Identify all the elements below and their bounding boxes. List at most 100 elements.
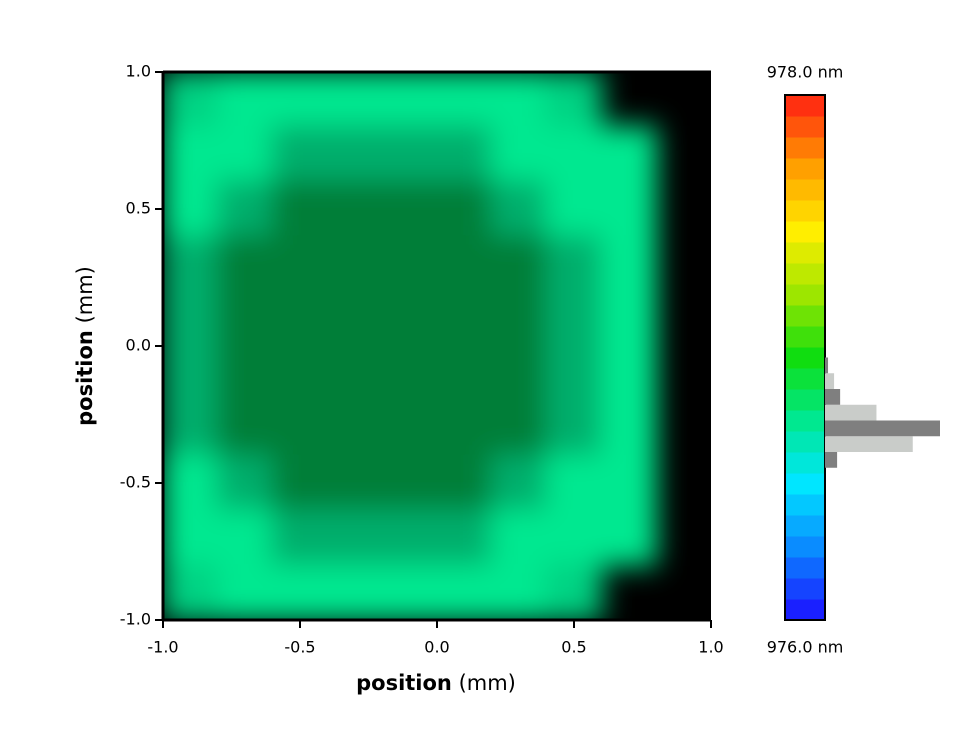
heatmap-cell — [545, 564, 603, 620]
histogram-bar — [825, 389, 841, 405]
x-axis-label: position (mm) — [356, 671, 516, 695]
colorbar-step — [785, 305, 825, 327]
colorbar-step — [785, 284, 825, 306]
heatmap-cell — [545, 125, 603, 183]
heatmap-cell — [271, 399, 329, 457]
heatmap-cell — [216, 399, 274, 457]
heatmap-cell — [436, 399, 493, 457]
heatmap-cell — [326, 125, 384, 183]
heatmap-cell — [326, 72, 384, 128]
x-tick-label: 0.0 — [424, 638, 449, 657]
x-tick-label: 0.5 — [561, 638, 586, 657]
colorbar-step — [785, 242, 825, 264]
heatmap-cell — [436, 509, 493, 567]
colorbar-step — [785, 389, 825, 411]
heatmap-cell — [600, 509, 658, 567]
colorbar-min-label: 976.0 nm — [767, 638, 844, 657]
histogram-bar — [825, 357, 829, 374]
y-tick-label: -1.0 — [120, 610, 151, 629]
y-tick-label: 0.0 — [126, 336, 151, 355]
heatmap-cell — [163, 509, 219, 567]
heatmap-cell — [490, 72, 548, 128]
heatmap-cell — [163, 564, 219, 620]
histogram-bar — [825, 452, 838, 468]
heatmap-cell — [545, 180, 603, 238]
colorbar-step — [785, 368, 825, 390]
x-tick-label: -0.5 — [284, 638, 315, 657]
heatmap-cell — [381, 454, 438, 512]
x-tick-label: 1.0 — [698, 638, 723, 657]
heatmap-cell — [436, 290, 493, 347]
heatmap-cell — [271, 454, 329, 512]
x-label-name: position — [356, 671, 452, 695]
heatmap-cell — [216, 509, 274, 567]
histogram — [825, 357, 940, 468]
histogram-bar — [825, 373, 835, 389]
heatmap-cell — [490, 290, 548, 347]
heatmap-cell — [326, 509, 384, 567]
colorbar-step — [785, 263, 825, 285]
heatmap-cell — [381, 72, 438, 128]
heatmap-cell — [271, 290, 329, 347]
heatmap-cell — [600, 290, 658, 347]
colorbar-step — [785, 515, 825, 537]
heatmap-cell — [600, 454, 658, 512]
heatmap-cell — [545, 290, 603, 347]
heatmap-cell — [600, 399, 658, 457]
heatmap-cell — [490, 454, 548, 512]
colorbar-step — [785, 158, 825, 180]
colorbar-max-label: 978.0 nm — [767, 63, 844, 82]
colorbar-step — [785, 116, 825, 138]
heatmap-cell — [490, 564, 548, 620]
heatmap-cell — [545, 72, 603, 128]
heatmap-cell — [600, 235, 658, 293]
heatmap-cell — [271, 235, 329, 293]
heatmap-cell — [163, 345, 219, 402]
heatmap-cell — [163, 180, 219, 238]
heatmap-cell — [490, 180, 548, 238]
heatmap-cell — [381, 235, 438, 293]
heatmap-cell — [381, 509, 438, 567]
colorbar-step — [785, 557, 825, 579]
heatmap-cell — [381, 125, 438, 183]
colorbar-step — [785, 536, 825, 558]
heatmap-cell — [326, 235, 384, 293]
x-tick-label: -1.0 — [147, 638, 178, 657]
heatmap-cell — [545, 509, 603, 567]
heatmap-cell — [545, 235, 603, 293]
histogram-bar — [825, 404, 877, 421]
y-axis-label: position (mm) — [73, 266, 97, 426]
axes: -1.0 -0.5 0.0 0.5 1.0 -1.0 -0.5 0.0 0.5 1.0 — [120, 62, 724, 657]
heatmap-cell — [490, 125, 548, 183]
colorbar-step — [785, 200, 825, 222]
heatmap-cell — [326, 454, 384, 512]
heatmap-cell — [545, 399, 603, 457]
colorbar-step — [785, 410, 825, 432]
heatmap-cell — [490, 509, 548, 567]
colorbar-step — [785, 347, 825, 369]
heatmap-cell — [436, 564, 493, 620]
heatmap-cell — [326, 290, 384, 347]
heatmap-cell — [216, 72, 274, 128]
heatmap-cell — [271, 345, 329, 402]
colorbar-step — [785, 494, 825, 516]
colorbar-step — [785, 578, 825, 600]
heatmap-cell — [600, 125, 658, 183]
colorbar-step — [785, 473, 825, 495]
heatmap-cell — [600, 180, 658, 238]
heatmap-cell — [216, 345, 274, 402]
heatmap-cell — [436, 235, 493, 293]
y-tick-label: -0.5 — [120, 473, 151, 492]
heatmap-cell — [163, 72, 219, 128]
y-tick-label: 1.0 — [126, 62, 151, 81]
heatmap-cell — [381, 290, 438, 347]
histogram-bar — [825, 420, 940, 437]
heatmap — [163, 72, 658, 620]
heatmap-cell — [381, 399, 438, 457]
heatmap-cell — [163, 399, 219, 457]
heatmap-cell — [271, 564, 329, 620]
heatmap-cell — [163, 235, 219, 293]
heatmap-cell — [216, 125, 274, 183]
heatmap-cell — [381, 564, 438, 620]
